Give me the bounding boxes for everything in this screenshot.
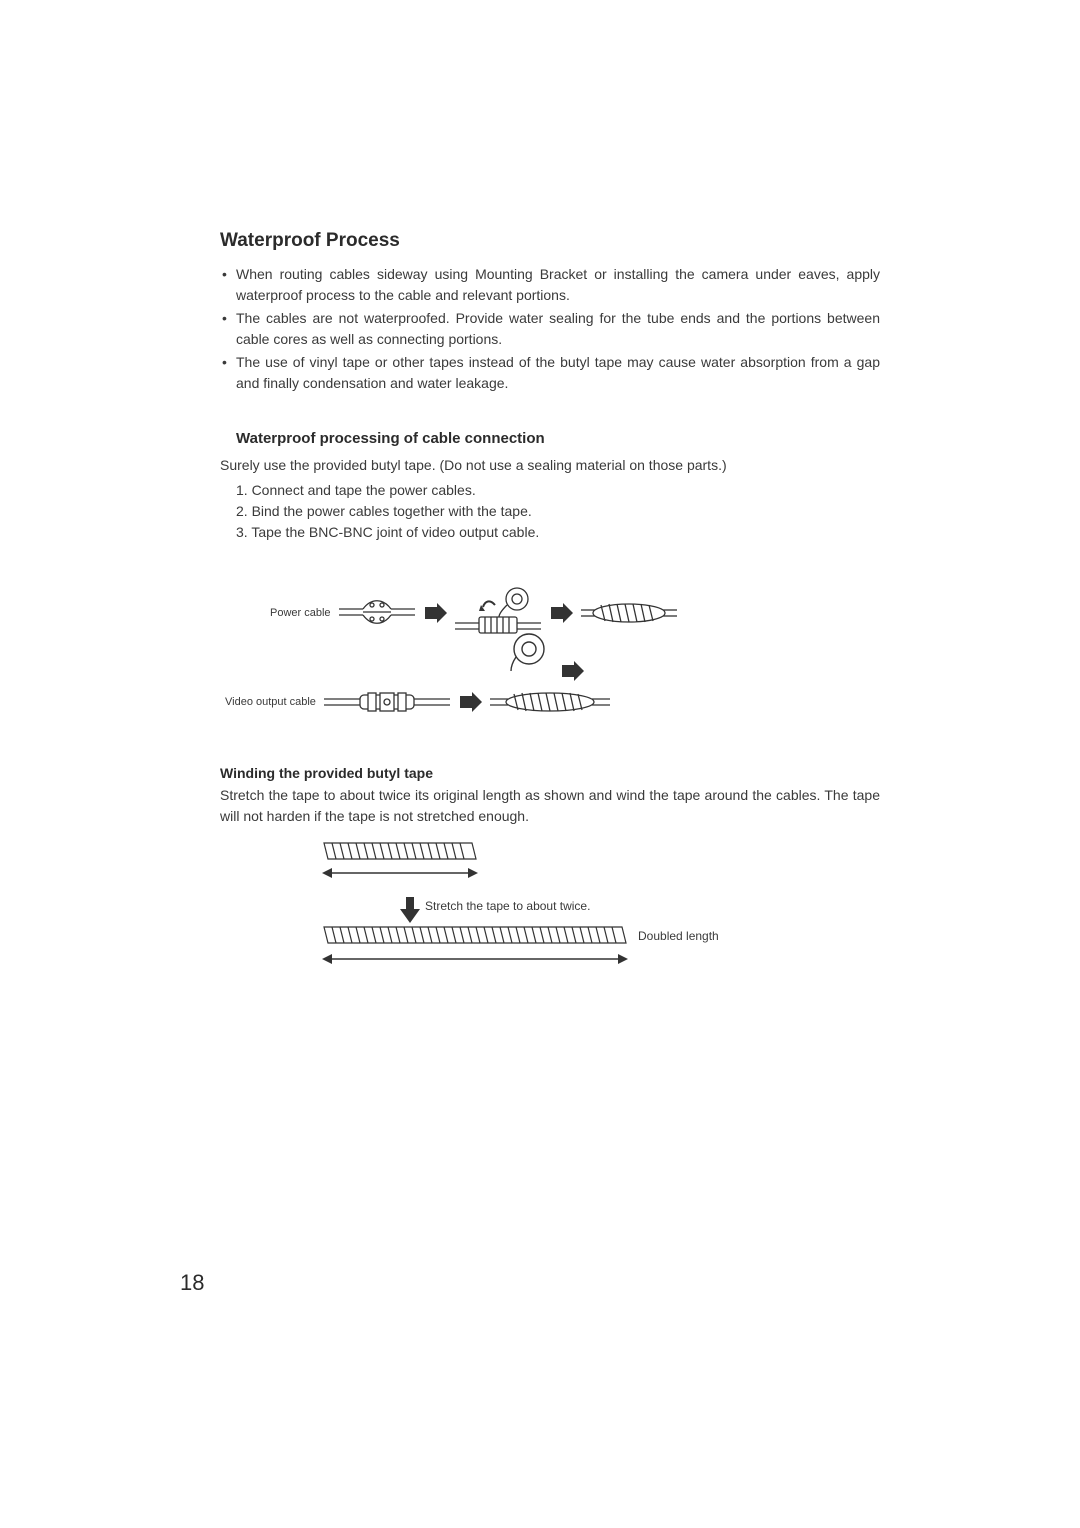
- video-cable-label: Video output cable: [225, 696, 316, 708]
- subheading-winding: Winding the provided butyl tape: [220, 765, 880, 781]
- power-cable-label: Power cable: [270, 607, 331, 619]
- arrow-right-icon: [560, 661, 584, 681]
- power-cable-row: Power cable: [270, 587, 677, 639]
- page-number: 18: [180, 1270, 204, 1296]
- ordered-steps: 1. Connect and tape the power cables. 2.…: [220, 480, 880, 543]
- power-splice-icon: [339, 596, 415, 630]
- tape-roll-icon: [507, 631, 549, 673]
- cable-diagram: Power cable: [220, 569, 880, 739]
- arrow-right-icon: [549, 603, 573, 623]
- bullet-item: The use of vinyl tape or other tapes ins…: [220, 352, 880, 394]
- tape-short: [320, 841, 480, 890]
- step-item: 1. Connect and tape the power cables.: [236, 480, 880, 501]
- tape-long: [320, 925, 630, 976]
- bullet-item: The cables are not waterproofed. Provide…: [220, 308, 880, 350]
- arrow-right-icon: [423, 603, 447, 623]
- step-item: 2. Bind the power cables together with t…: [236, 501, 880, 522]
- video-cable-row: Video output cable: [225, 691, 610, 713]
- arrow-right-icon: [458, 692, 482, 712]
- power-wrapped-icon: [581, 602, 677, 624]
- doubled-length-label: Doubled length: [638, 929, 719, 943]
- bullet-list: When routing cables sideway using Mounti…: [220, 264, 880, 394]
- stretch-diagram: Stretch the tape to about twice.: [220, 841, 880, 991]
- subheading-waterproof-processing: Waterproof processing of cable connectio…: [220, 430, 880, 447]
- bnc-joint-icon: [324, 691, 450, 713]
- winding-text: Stretch the tape to about twice its orig…: [220, 785, 880, 827]
- stretch-label: Stretch the tape to about twice.: [425, 899, 590, 913]
- bnc-wrapped-icon: [490, 691, 610, 713]
- step-item: 3. Tape the BNC-BNC joint of video outpu…: [236, 522, 880, 543]
- page-content: Waterproof Process When routing cables s…: [220, 230, 880, 991]
- section-title: Waterproof Process: [220, 230, 880, 252]
- arrow-down-icon: [400, 897, 420, 923]
- bullet-item: When routing cables sideway using Mounti…: [220, 264, 880, 306]
- intro-text: Surely use the provided butyl tape. (Do …: [220, 455, 880, 476]
